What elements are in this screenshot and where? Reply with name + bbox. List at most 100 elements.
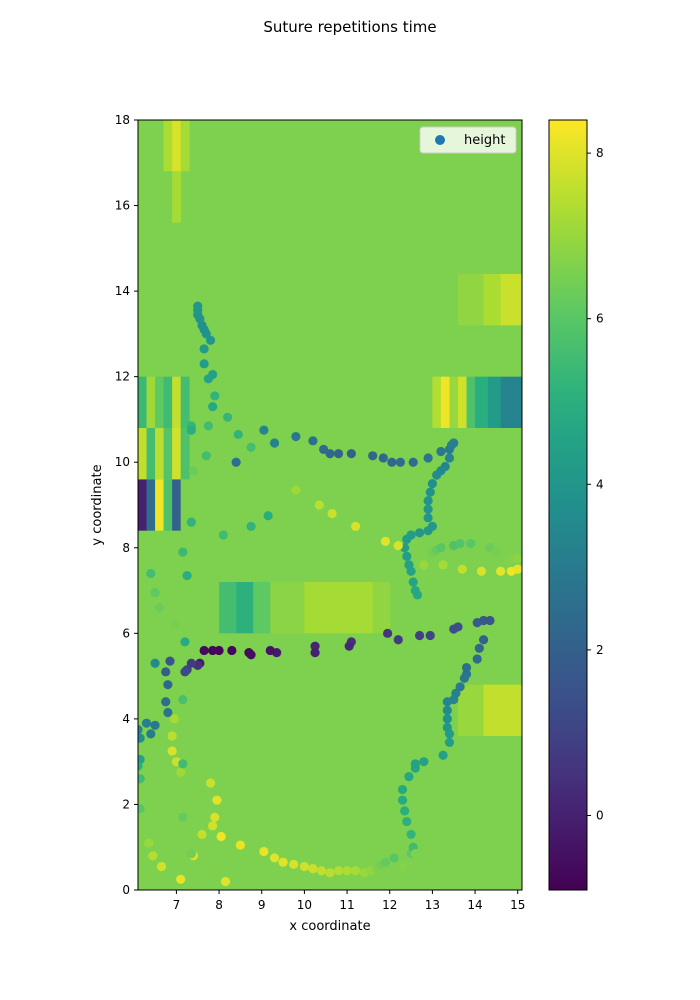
data-point	[400, 806, 410, 816]
data-point	[380, 536, 391, 546]
background-cell	[172, 479, 182, 531]
data-point	[423, 526, 433, 536]
data-point	[423, 496, 433, 506]
data-point	[146, 568, 156, 579]
x-tick-label: 9	[258, 898, 266, 912]
data-point	[186, 849, 196, 859]
data-point	[259, 425, 269, 435]
data-point	[472, 654, 482, 664]
background-cell	[172, 120, 182, 172]
data-point	[186, 517, 196, 527]
data-point	[461, 662, 472, 673]
data-point	[141, 718, 152, 728]
data-point	[186, 425, 196, 435]
data-point	[269, 853, 280, 863]
data-point	[402, 534, 412, 544]
data-point	[197, 829, 207, 839]
data-point	[412, 590, 423, 600]
colorbar-gradient	[548, 119, 588, 891]
data-point	[393, 635, 403, 645]
y-tick-label: 6	[122, 626, 130, 640]
background-cell	[172, 171, 182, 223]
data-point	[436, 446, 446, 457]
colorbar-tick-label: 8	[596, 146, 604, 160]
y-axis-label: y coordinate	[90, 464, 105, 545]
data-point	[199, 645, 209, 656]
data-point	[485, 615, 495, 626]
data-point	[410, 849, 420, 859]
data-point	[161, 667, 171, 677]
data-point	[299, 861, 309, 872]
y-tick-label: 18	[115, 113, 130, 127]
data-point	[410, 759, 420, 769]
data-point	[402, 551, 412, 561]
data-point	[415, 630, 425, 641]
colorbar-tick-label: 2	[596, 643, 604, 657]
data-point	[506, 553, 516, 564]
data-point	[218, 530, 228, 540]
colorbar-ticks: 0 2 4 6 8	[587, 146, 604, 822]
data-point	[182, 570, 192, 581]
data-point	[208, 821, 218, 831]
background-cell	[163, 120, 173, 172]
background-cell	[219, 582, 237, 634]
data-point	[397, 784, 408, 795]
data-point	[455, 538, 465, 549]
data-point	[346, 449, 356, 459]
y-tick-label: 8	[122, 541, 130, 555]
plot-background	[138, 120, 522, 890]
data-point	[415, 528, 425, 538]
data-point	[178, 695, 188, 705]
data-point	[144, 838, 154, 848]
data-point	[380, 857, 391, 867]
data-point	[408, 577, 418, 587]
data-point	[419, 757, 429, 767]
data-point	[342, 866, 352, 876]
data-point	[333, 866, 344, 876]
data-point	[163, 680, 173, 690]
data-point	[188, 466, 199, 476]
data-point	[154, 603, 164, 613]
data-point	[444, 453, 455, 463]
data-point	[351, 866, 361, 876]
data-point	[479, 635, 489, 645]
data-point	[138, 821, 147, 831]
data-point	[425, 630, 435, 641]
data-point	[316, 866, 327, 876]
data-point	[387, 457, 397, 467]
data-point	[199, 344, 209, 354]
data-point	[227, 645, 237, 656]
data-point	[368, 451, 378, 461]
data-point	[449, 624, 459, 634]
background-cell	[236, 582, 254, 634]
data-point	[169, 714, 179, 724]
data-point	[423, 504, 433, 514]
data-point	[165, 656, 175, 666]
data-point	[427, 479, 437, 489]
data-point	[406, 566, 416, 576]
data-point	[220, 876, 231, 887]
data-point	[291, 485, 301, 495]
data-point	[208, 369, 218, 380]
data-point	[138, 724, 143, 735]
data-point	[176, 874, 186, 884]
data-point	[449, 438, 459, 448]
data-point	[150, 658, 160, 668]
x-tick-label: 11	[339, 898, 354, 912]
data-point	[291, 431, 301, 442]
data-point	[397, 795, 408, 805]
data-point	[308, 436, 318, 446]
data-point	[156, 861, 167, 872]
scatter-points	[138, 301, 522, 887]
data-point	[161, 697, 171, 707]
colorbar-tick-label: 6	[596, 312, 604, 326]
data-point	[479, 615, 489, 626]
background-cell	[155, 428, 165, 480]
background-cell	[483, 274, 502, 326]
data-point	[308, 864, 318, 874]
colorbar-tick-label: 4	[596, 477, 604, 491]
background-cell	[138, 376, 148, 428]
data-point	[210, 812, 220, 822]
data-point	[419, 560, 429, 570]
